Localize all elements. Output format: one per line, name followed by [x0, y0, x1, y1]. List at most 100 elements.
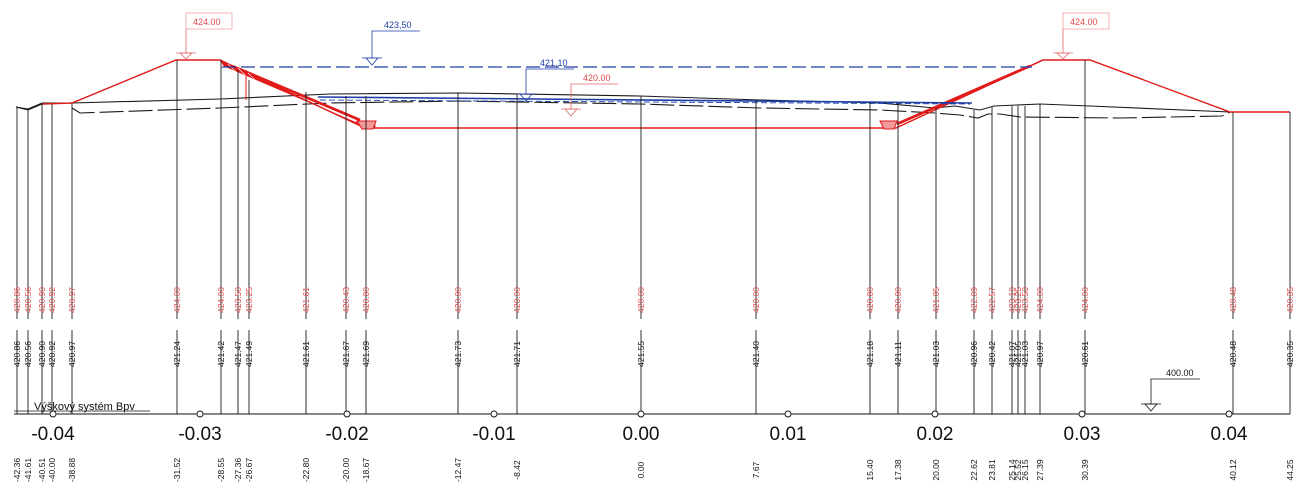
- distance-value: -22.80: [301, 458, 311, 482]
- normal-level-line-2: [319, 99, 971, 105]
- terrain-elevation-value: 420.97: [1035, 341, 1045, 367]
- design-elevation-value: 420.00: [865, 287, 875, 313]
- normal-level-triangle: [519, 93, 533, 102]
- design-elevation-value: 421.61: [301, 287, 311, 313]
- terrain-line: [15, 92, 1290, 113]
- terrain-elevation-value: 421.07: [1007, 341, 1017, 367]
- design-elevation-value: 420.43: [341, 287, 351, 313]
- normal-level-leader: [525, 68, 574, 94]
- axis-tick-marker: [343, 410, 351, 418]
- terrain-elevation-value: 420.97: [67, 341, 77, 367]
- terrain-elevation-value: 421.67: [341, 341, 351, 367]
- distance-value: -20.00: [341, 458, 351, 482]
- distance-value: 44.25: [1285, 459, 1295, 481]
- terrain-elevation-value: 421.69: [361, 341, 371, 367]
- bottom-level-leader: [570, 83, 618, 109]
- design-elevation-value: 420.00: [512, 287, 522, 313]
- distance-value: -40.00: [47, 458, 57, 482]
- level-markers: 424.00 424.00 423,50 421,10 420.00 400.0…: [176, 12, 1200, 412]
- distance-value: 26.15: [1020, 459, 1030, 481]
- distance-value: 25.52: [1013, 459, 1023, 481]
- terrain-elevation-value: 420.92: [47, 341, 57, 367]
- design-elevation-value: 420.35: [1285, 287, 1295, 313]
- design-elevation-value: 420.00: [453, 287, 463, 313]
- terrain-elevation-value: 420.96: [969, 341, 979, 367]
- design-elevation-value: 423.25: [1013, 287, 1023, 313]
- axis-tick-label: 0.03: [1064, 424, 1101, 445]
- distance-value: -41.61: [23, 458, 33, 482]
- terrain-elevation-value: 420.48: [1228, 341, 1238, 367]
- bottom-level-triangle: [564, 108, 578, 117]
- terrain-elevation-value: 421.18: [865, 341, 875, 367]
- distance-value: 17.38: [893, 459, 903, 481]
- distance-value: -8.42: [512, 460, 522, 480]
- axis-tick-marker: [1225, 410, 1233, 418]
- design-elevation-value: 420.92: [47, 287, 57, 313]
- normal-level-label: 421,10: [540, 58, 568, 68]
- distance-value: 7.67: [751, 461, 761, 478]
- terrain-elevation-value: 421.05: [1013, 341, 1023, 367]
- design-elevation-value: 423.25: [244, 287, 254, 313]
- bottom-level-label: 420.00: [583, 73, 611, 83]
- design-elevation-value: 420.86: [12, 287, 22, 313]
- lining-hatch-left: [227, 63, 257, 82]
- terrain-elevation-value: 421.47: [233, 341, 243, 367]
- terrain-elevation-value: 421.03: [931, 341, 941, 367]
- distance-value: -27.36: [233, 458, 243, 482]
- design-left-embankment: [41, 59, 1290, 129]
- datum-triangle: [1144, 403, 1158, 412]
- axis-tick-marker: [1078, 410, 1086, 418]
- terrain-elevation-value: 421.24: [172, 341, 182, 367]
- design-elevation-value: 424.00: [216, 287, 226, 313]
- distance-value: 27.39: [1035, 459, 1045, 481]
- axis-tick-label: 0.02: [917, 424, 954, 445]
- terrain-elevation-value: 420.61: [1080, 341, 1090, 367]
- distance-value: 22.62: [969, 459, 979, 481]
- distance-value: 40.12: [1228, 459, 1238, 481]
- crest-right-label-box: [1062, 12, 1110, 30]
- terrain-elevation-value: 421.11: [893, 341, 903, 367]
- terrain-elevation-value: 421.42: [216, 341, 226, 367]
- design-elevation-value: 424.00: [1035, 287, 1045, 313]
- axis-tick-labels: -0.04 -0.03 -0.02 -0.01 0.00 0.01 0.02 0.03 0.04: [31, 410, 1248, 445]
- distance-value: 0.00: [636, 461, 646, 478]
- design-elevation-value: 422.09: [969, 287, 979, 313]
- distance-value: -31.52: [172, 458, 182, 482]
- design-elevation-value: 420.00: [636, 287, 646, 313]
- axis-tick-label: 0.01: [770, 424, 807, 445]
- distance-value: -38.88: [67, 458, 77, 482]
- axis-tick-label: 0.00: [623, 424, 660, 445]
- distance-value: 20.00: [931, 459, 941, 481]
- distance-value: 30.39: [1080, 459, 1090, 481]
- terrain-elevation-value: 421.40: [751, 341, 761, 367]
- terrain-elevation-value: 421.03: [1020, 341, 1030, 367]
- design-elevation-value: 424.00: [1080, 287, 1090, 313]
- flood-level-leader: [371, 30, 420, 58]
- design-elevation-value: 420.00: [751, 287, 761, 313]
- terrain-elevation-value: 420.42: [987, 341, 997, 367]
- profile-geometry: [15, 59, 1290, 130]
- datum-leader: [1150, 378, 1200, 404]
- design-elevation-value: 420.90: [37, 287, 47, 313]
- axis-tick-label: 0.04: [1211, 424, 1248, 445]
- axis-tick-label: -0.01: [472, 424, 515, 445]
- crest-left-label: 424.00: [193, 17, 221, 27]
- terrain-elevation-value: 421.61: [301, 341, 311, 367]
- axis-tick-marker: [931, 410, 939, 418]
- reference-system-label: Výškový systém Bpv: [34, 401, 135, 413]
- axis-tick-label: -0.02: [325, 424, 368, 445]
- crest-left-triangle: [179, 52, 193, 60]
- distance-value: -28.55: [216, 458, 226, 482]
- design-right-crest: [1029, 59, 1044, 67]
- distance-value: -26.67: [244, 458, 254, 482]
- axis-tick-label: -0.04: [31, 424, 75, 445]
- terrain-elevation-value: 421.55: [636, 341, 646, 367]
- axis-tick-label: -0.03: [178, 424, 221, 445]
- distance-value: 15.40: [865, 459, 875, 481]
- toe-left: [356, 120, 377, 130]
- normal-level-line: [317, 96, 973, 104]
- distance-value: -12.47: [453, 458, 463, 482]
- flood-level-triangle: [365, 57, 379, 66]
- terrain-elevation-value: 420.56: [23, 341, 33, 367]
- axis-tick-marker: [490, 410, 498, 418]
